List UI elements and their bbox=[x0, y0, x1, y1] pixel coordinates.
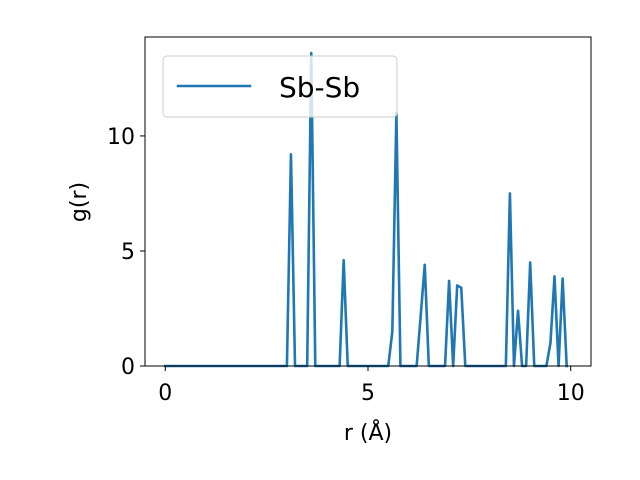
x-tick-label: 5 bbox=[361, 381, 375, 406]
y-axis: 0 5 10 bbox=[107, 125, 145, 380]
y-tick-label: 0 bbox=[121, 355, 135, 380]
legend-label-0: Sb-Sb bbox=[279, 71, 360, 104]
y-tick-label: 5 bbox=[121, 240, 135, 265]
y-tick-label: 10 bbox=[107, 125, 135, 150]
x-axis-label: r (Å) bbox=[344, 419, 392, 446]
x-tick-label: 0 bbox=[158, 381, 172, 406]
y-axis-label: g(r) bbox=[67, 182, 92, 222]
x-axis: 0 5 10 bbox=[158, 366, 585, 406]
legend: Sb-Sb bbox=[162, 55, 398, 118]
legend-box bbox=[162, 55, 398, 118]
x-tick-label: 10 bbox=[557, 381, 585, 406]
